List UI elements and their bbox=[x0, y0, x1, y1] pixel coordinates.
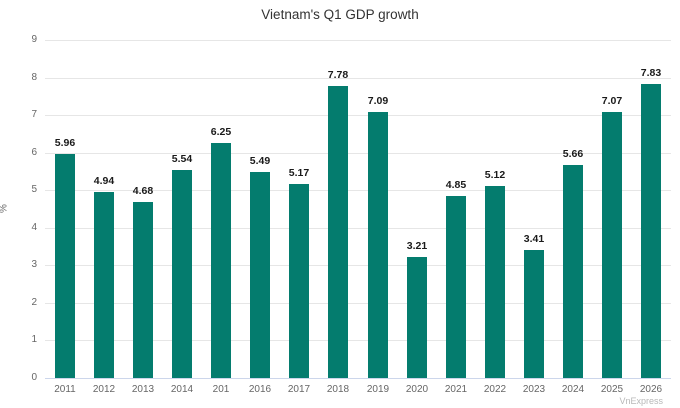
bar-value-label: 3.41 bbox=[523, 233, 545, 245]
y-gridline bbox=[45, 40, 671, 41]
y-gridline bbox=[45, 78, 671, 79]
x-tick-label: 2021 bbox=[444, 384, 468, 395]
y-gridline bbox=[45, 228, 671, 229]
x-tick-label: 2024 bbox=[561, 384, 585, 395]
bar-2024 bbox=[563, 165, 583, 378]
bar-value-label: 4.68 bbox=[132, 185, 154, 197]
bar-value-label: 5.49 bbox=[249, 155, 271, 167]
bar-value-label: 5.96 bbox=[54, 137, 76, 149]
bar-value-label: 5.17 bbox=[288, 167, 310, 179]
bar-2012 bbox=[94, 192, 114, 378]
y-tick-label: 7 bbox=[31, 109, 37, 120]
y-tick-label: 2 bbox=[31, 297, 37, 308]
bar-value-label: 7.78 bbox=[327, 69, 349, 81]
bar-value-label: 7.09 bbox=[367, 95, 389, 107]
x-tick-label: 2012 bbox=[92, 384, 116, 395]
y-tick-label: 9 bbox=[31, 34, 37, 45]
bar-201 bbox=[211, 143, 231, 378]
x-tick-label: 2011 bbox=[54, 384, 76, 395]
y-tick-label: 0 bbox=[31, 372, 37, 383]
watermark-vnexpress: VnExpress bbox=[619, 396, 663, 406]
y-tick-label: 6 bbox=[31, 147, 37, 158]
bar-value-label: 5.54 bbox=[171, 153, 193, 165]
x-axis-line bbox=[45, 378, 671, 379]
chart-title: Vietnam's Q1 GDP growth bbox=[261, 7, 419, 22]
x-tick-label: 2026 bbox=[639, 384, 663, 395]
y-gridline bbox=[45, 340, 671, 341]
bar-2025 bbox=[602, 112, 622, 378]
x-tick-label: 2023 bbox=[522, 384, 546, 395]
x-tick-label: 2019 bbox=[366, 384, 390, 395]
x-tick-label: 2020 bbox=[405, 384, 429, 395]
x-tick-label: 2013 bbox=[131, 384, 155, 395]
bar-value-label: 5.66 bbox=[562, 148, 584, 160]
bar-value-label: 7.07 bbox=[601, 95, 623, 107]
bar-value-label: 4.85 bbox=[445, 179, 467, 191]
bar-2013 bbox=[133, 202, 153, 378]
bar-2016 bbox=[250, 172, 270, 378]
bar-2017 bbox=[289, 184, 309, 378]
y-gridline bbox=[45, 303, 671, 304]
bar-2026 bbox=[641, 84, 661, 378]
x-tick-label: 2025 bbox=[600, 384, 624, 395]
x-tick-label: 2016 bbox=[248, 384, 272, 395]
bar-value-label: 4.94 bbox=[93, 175, 115, 187]
y-tick-label: 1 bbox=[31, 334, 37, 345]
bar-value-label: 6.25 bbox=[210, 126, 232, 138]
x-tick-label: 2014 bbox=[170, 384, 194, 395]
y-tick-label: 4 bbox=[31, 222, 37, 233]
bar-2023 bbox=[524, 250, 544, 378]
bar-value-label: 5.12 bbox=[484, 169, 506, 181]
y-gridline bbox=[45, 153, 671, 154]
x-tick-label: 2018 bbox=[326, 384, 350, 395]
bar-value-label: 3.21 bbox=[406, 240, 428, 252]
x-tick-label: 2017 bbox=[287, 384, 311, 395]
bar-2019 bbox=[368, 112, 388, 378]
bar-2021 bbox=[446, 196, 466, 378]
x-tick-label: 2022 bbox=[483, 384, 507, 395]
bar-2020 bbox=[407, 257, 427, 378]
y-gridline bbox=[45, 265, 671, 266]
bar-2014 bbox=[172, 170, 192, 378]
bar-2022 bbox=[485, 186, 505, 378]
bar-value-label: 7.83 bbox=[640, 67, 662, 79]
y-tick-label: 8 bbox=[31, 72, 37, 83]
y-gridline bbox=[45, 115, 671, 116]
y-gridline bbox=[45, 190, 671, 191]
bar-2011 bbox=[55, 154, 75, 378]
y-tick-label: 5 bbox=[31, 184, 37, 195]
bar-2018 bbox=[328, 86, 348, 378]
x-tick-label: 201 bbox=[212, 384, 230, 395]
y-tick-label: 3 bbox=[31, 259, 37, 270]
